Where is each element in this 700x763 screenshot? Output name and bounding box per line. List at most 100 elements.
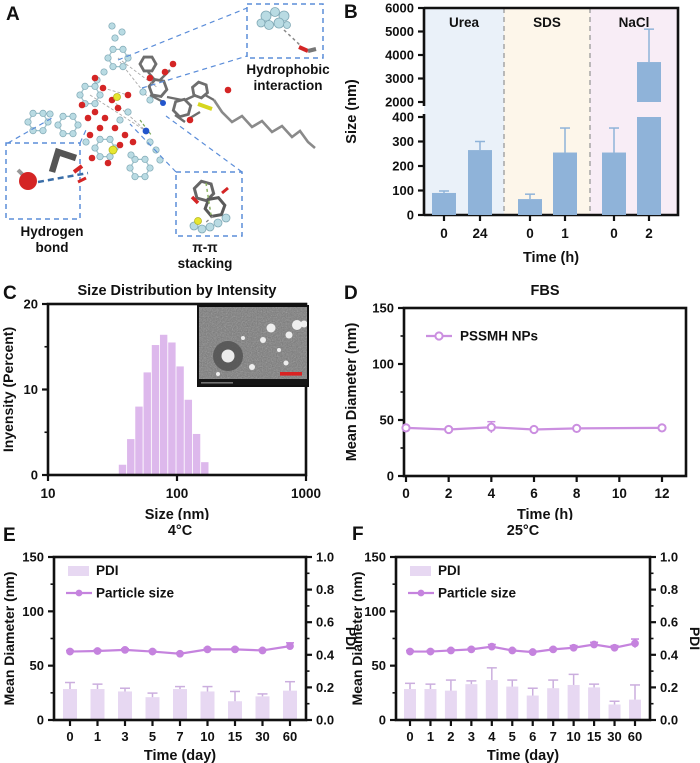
panel-b-stability-bar-chart: Urea SDS NaCl20003000400050006000010020030… [344,1,680,266]
panel-letter-b: B [344,2,358,23]
x-tick-label: 60 [283,729,297,744]
data-point [203,645,212,654]
tick-label: 100 [372,357,394,372]
carbon-atom [213,218,223,228]
legend-label: PDI [438,563,461,578]
carbon-atom [69,112,77,120]
oxygen-atom [101,114,109,122]
carbon-atom [91,82,99,90]
pdi-bar [608,704,621,720]
carbon-atom [152,146,160,154]
x-axis-title: Time (h) [523,250,579,266]
carbon-atom [124,108,132,116]
tem-nanoparticle [277,348,281,352]
chart-title: 4°C [168,523,193,539]
carbon-atom [156,156,164,164]
pdi-bar [547,688,560,720]
stick-ring [138,55,158,73]
x-tick-label: 10 [200,729,214,744]
tick-label: 150 [364,550,386,565]
oxygen-atom [224,86,232,94]
carbon-atom [69,130,77,138]
oxygen-atom [161,68,169,76]
carbon-atom [283,21,291,29]
tem-nanoparticle [300,320,308,328]
legend-marker [417,589,425,597]
bar [602,152,626,215]
oxygen-atom [169,60,177,68]
x-tick-label: 0 [66,729,73,744]
bar [468,150,492,215]
legend-marker [434,331,444,341]
x-tick-label: 5 [509,729,516,744]
carbon-atom [104,54,112,62]
stick-ring [190,80,210,100]
carbon-atom [141,155,149,163]
x-tick-label: 4 [488,486,496,501]
sulfur-atom [113,93,121,101]
oxygen-atom [116,141,124,149]
pdi-bar [228,701,242,720]
data-point [406,647,414,656]
carbon-atom [118,28,126,36]
histogram-bar [135,406,143,475]
pdi-bar [200,691,215,720]
oxygen-atom [104,159,112,167]
histogram-bar [168,342,176,475]
x-tick-label: 10 [566,729,580,744]
x-tick-label: 0 [610,226,618,241]
callout-line [79,129,87,144]
tick-label: 0.2 [316,680,334,695]
data-point [231,645,239,654]
tick-label: 0.0 [316,713,334,728]
oxygen-atom [86,131,94,139]
condition-region-sds [504,8,590,215]
tem-info-strip [198,379,308,386]
stick-bond [184,93,197,102]
panel-letter-c: C [3,283,17,304]
hydrophobic-interaction-label: Hydrophobic interaction [246,62,330,93]
pdi-bar [424,689,437,720]
tick-label: 150 [22,550,44,565]
carbon-atom [106,135,114,143]
hydrophobic-contact-dash [283,29,302,47]
data-point [529,424,539,435]
oxygen-atom [91,108,99,116]
plot-frame [424,6,680,217]
x-tick-label: 6 [530,486,538,501]
carbon-atom [46,110,54,118]
x-tick-label: 0 [406,729,413,744]
carbon-atom [109,45,117,53]
hydrophobic-zoom-content [256,7,317,53]
pi-pi-stacking-label: π-π stacking [177,240,233,271]
tick-label: 20 [24,297,38,312]
pdi-bar [485,680,498,720]
tick-label: 0.4 [316,647,335,662]
x-tick-label: 7 [176,729,183,744]
carbon-atom [96,91,104,99]
data-point [610,643,619,652]
data-point [657,423,667,433]
x-tick-label: 2 [447,729,454,744]
stick-bond [166,95,183,102]
data-point [467,645,476,654]
data-point [66,647,74,656]
carbon-atom [44,118,52,126]
contact-dash [203,215,214,225]
tick-label: 0.6 [316,615,334,630]
y-axis-title-left: Mean Diameter (nm) [349,572,365,706]
stick-bond [189,110,201,120]
x-tick-label: 8 [573,486,581,501]
x-tick-label: 30 [607,729,621,744]
zoom-callouts [5,3,324,237]
series-line [410,642,636,654]
histogram-bar [151,345,160,475]
data-point [286,642,294,651]
condition-label: SDS [533,15,561,30]
tick-label: 10 [24,382,38,397]
stick-fragment [48,147,78,173]
x-tick-label: 0 [526,226,534,241]
panel-letter-a: A [6,4,20,25]
carbon-atom [106,153,114,161]
oxygen-atom [91,74,99,82]
